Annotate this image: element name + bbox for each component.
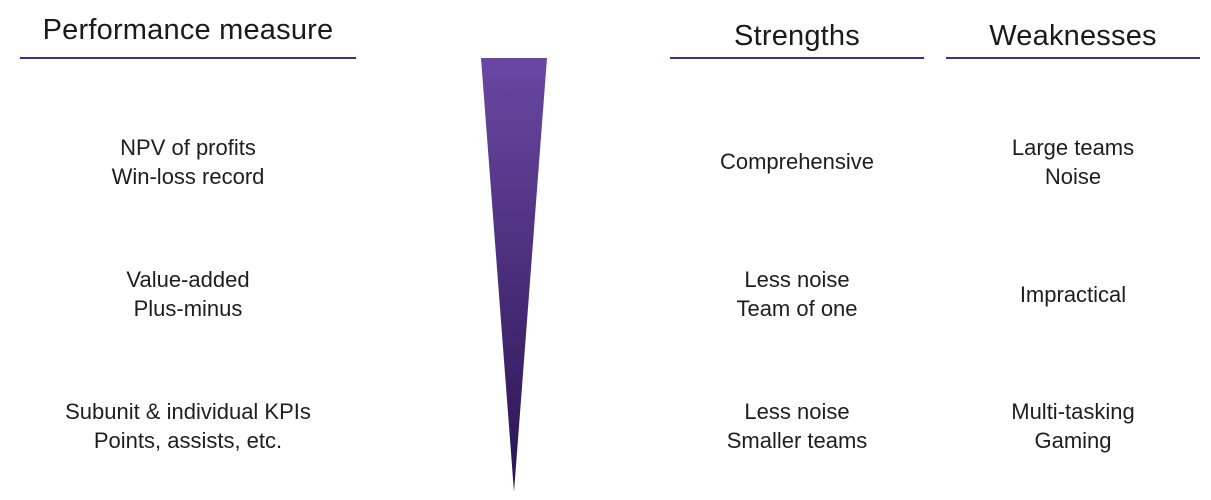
row1-measure-line2: Win-loss record	[111, 164, 265, 189]
row1-measure: NPV of profits Win-loss record	[20, 133, 356, 191]
row3-measure-line1: Subunit & individual KPIs	[65, 399, 311, 424]
row1-measure-line1: NPV of profits	[120, 135, 256, 160]
strengths-underline	[670, 57, 924, 59]
row2-strengths-line1: Less noise	[744, 267, 850, 292]
row3-weaknesses-line1: Multi-tasking	[1011, 399, 1135, 424]
row1-weaknesses: Large teams Noise	[946, 133, 1200, 191]
row3-strengths-line2: Smaller teams	[726, 428, 868, 453]
row3-weaknesses-line2: Gaming	[1034, 428, 1112, 453]
row2-weaknesses: Impractical	[946, 280, 1200, 309]
strengths-header: Strengths	[734, 20, 860, 52]
wedge-shape	[481, 58, 547, 492]
row2-weaknesses-line1: Impractical	[1019, 282, 1127, 307]
row3-weaknesses: Multi-tasking Gaming	[946, 397, 1200, 455]
weaknesses-underline	[946, 57, 1200, 59]
row2-measure: Value-added Plus-minus	[20, 265, 356, 323]
row3-strengths-line1: Less noise	[744, 399, 850, 424]
row1-strengths: Comprehensive	[670, 147, 924, 176]
row2-measure-line2: Plus-minus	[133, 296, 243, 321]
row1-strengths-line1: Comprehensive	[719, 149, 875, 174]
row2-strengths-line2: Team of one	[736, 296, 858, 321]
row2-strengths: Less noise Team of one	[670, 265, 924, 323]
weaknesses-header: Weaknesses	[989, 20, 1157, 52]
row1-weaknesses-line2: Noise	[1044, 164, 1102, 189]
row3-strengths: Less noise Smaller teams	[670, 397, 924, 455]
wedge-arrow-graphic	[481, 58, 547, 492]
row3-measure: Subunit & individual KPIs Points, assist…	[20, 397, 356, 455]
performance-measure-underline	[20, 57, 356, 59]
performance-measure-header: Performance measure	[42, 14, 334, 46]
row3-measure-line2: Points, assists, etc.	[93, 428, 283, 453]
row1-weaknesses-line1: Large teams	[1011, 135, 1135, 160]
row2-measure-line1: Value-added	[126, 267, 250, 292]
